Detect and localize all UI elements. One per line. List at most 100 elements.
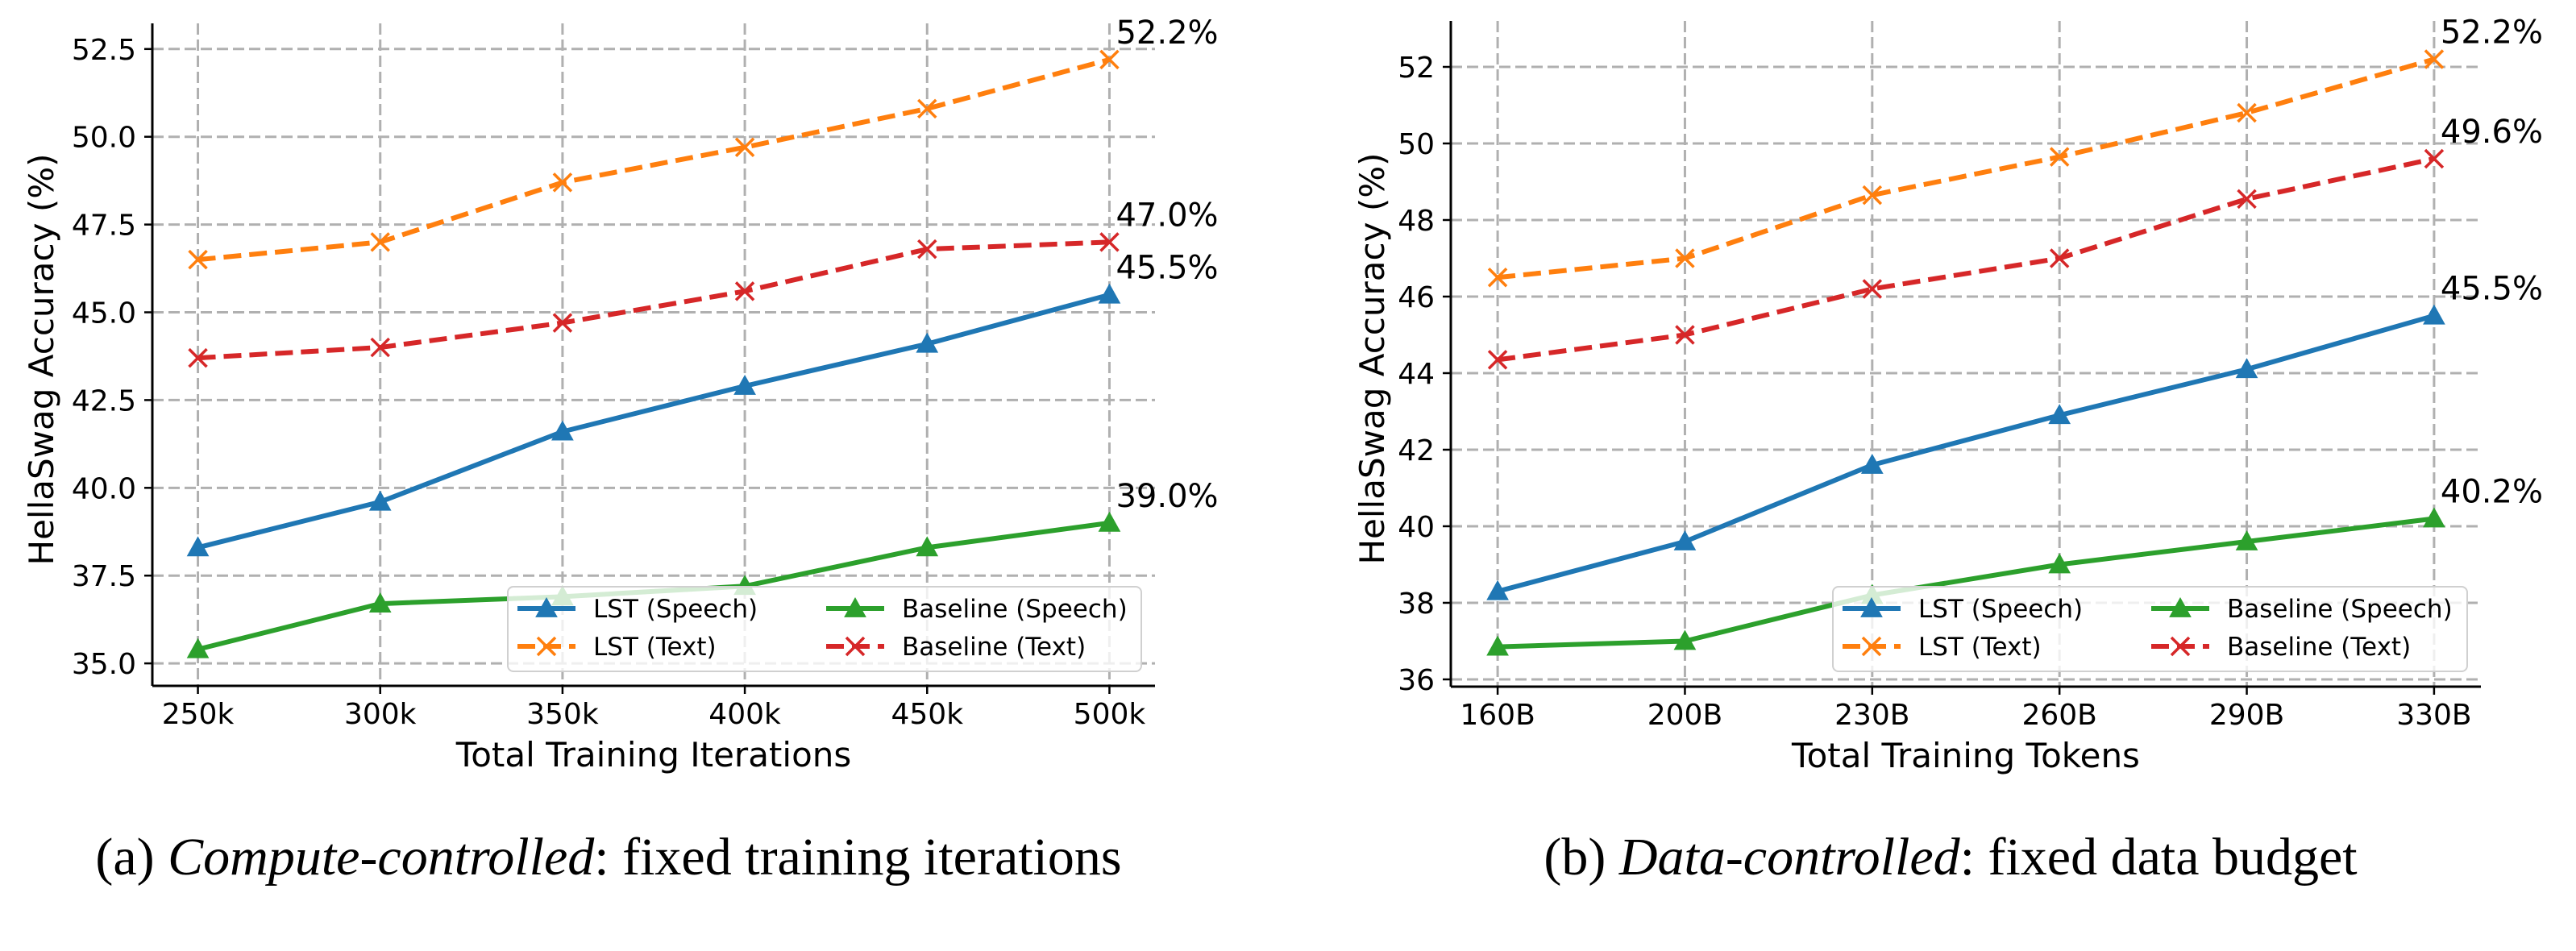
- data-point: [917, 98, 937, 119]
- legend-item-lst-speech: LST (Speech): [1843, 595, 2083, 624]
- grid: [152, 23, 1155, 686]
- marker-x-stroke: [2424, 148, 2445, 169]
- marker-x-stroke: [2049, 248, 2070, 268]
- marker-x-stroke: [2170, 636, 2191, 657]
- legend-marker-triangle-icon: [1860, 596, 1883, 617]
- data-point: [916, 536, 939, 557]
- caption-italic: Compute-controlled: [168, 828, 595, 887]
- caption-suffix: : fixed data budget: [1960, 828, 2358, 887]
- y-tick-label: 42: [1398, 434, 1435, 467]
- chart-compute-controlled: 45.5% 52.2% 39.0% 47.0% 35.0 37.5 40.0 42.5 45.0…: [22, 15, 1219, 887]
- data-point: [2237, 102, 2257, 123]
- legend-marker-triangle-icon: [535, 596, 558, 617]
- data-point: [1098, 283, 1121, 304]
- marker-x-stroke: [1862, 279, 1883, 299]
- marker-x-stroke: [734, 137, 755, 158]
- data-point: [2048, 404, 2071, 425]
- legend-label: Baseline (Text): [2227, 633, 2411, 662]
- data-point: [551, 420, 574, 441]
- marker-x-stroke: [552, 172, 573, 193]
- legend-item-lst-speech: LST (Speech): [517, 595, 758, 624]
- data-point: [1099, 232, 1120, 252]
- x-tick-label: 290B: [2209, 699, 2284, 732]
- series-lst-speech: 45.5%: [1486, 271, 2543, 600]
- caption-prefix: (a): [95, 828, 168, 887]
- y-tick-label: 35.0: [72, 648, 136, 681]
- series-lst-text: 52.2%: [188, 15, 1219, 270]
- data-point: [368, 592, 392, 613]
- y-tick-label: 52.5: [72, 34, 136, 67]
- data-point: [1099, 49, 1120, 70]
- legend-label: Baseline (Speech): [2227, 595, 2453, 624]
- marker-x-stroke: [2049, 147, 2070, 167]
- legend-label: Baseline (Text): [902, 633, 1086, 662]
- marker-x-stroke: [1675, 248, 1695, 268]
- legend-marker-x-icon: [845, 636, 866, 657]
- end-value-label: 45.5%: [2441, 271, 2543, 308]
- legend-marker-triangle-icon: [2169, 596, 2192, 617]
- end-value-label: 49.6%: [2441, 114, 2543, 151]
- series-line: [197, 239, 1110, 361]
- marker-x-stroke: [2424, 49, 2445, 69]
- data-point: [2049, 248, 2070, 268]
- y-tick-label: 47.5: [72, 210, 136, 243]
- end-value-label: 47.0%: [1116, 197, 1218, 234]
- x-tick-label: 450k: [891, 698, 963, 731]
- end-value-label: 52.2%: [2441, 14, 2543, 51]
- y-tick-label: 40: [1398, 511, 1435, 544]
- marker-x-stroke: [1861, 636, 1882, 657]
- x-tick-label: 160B: [1460, 699, 1535, 732]
- data-point: [1487, 350, 1508, 370]
- marker-x-stroke: [188, 347, 208, 368]
- y-tick-label: 37.5: [72, 560, 136, 593]
- marker-x-stroke: [2237, 189, 2257, 210]
- data-point: [1098, 511, 1121, 532]
- y-tick-label: 48: [1398, 205, 1435, 238]
- y-tick-label: 52: [1398, 52, 1435, 85]
- series-line: [197, 292, 1111, 550]
- legend-marker-x-icon: [1861, 636, 1882, 657]
- data-point: [1862, 279, 1883, 299]
- x-axis-label: Total Training Iterations: [455, 735, 852, 775]
- legend: LST (Speech) LST (Text) Baseline (Speech) B…: [507, 586, 1142, 672]
- marker-x-stroke: [1675, 325, 1695, 345]
- end-value-label: 45.5%: [1116, 250, 1218, 287]
- series-line: [1497, 156, 2435, 363]
- x-tick-label: 330B: [2396, 699, 2471, 732]
- data-point: [1673, 529, 1697, 550]
- series-line: [1497, 516, 2435, 650]
- x-tick-label: 250k: [162, 698, 235, 731]
- data-point: [2048, 553, 2071, 574]
- legend-box: [1832, 586, 2468, 672]
- data-point: [186, 637, 210, 658]
- marker-x-stroke: [917, 98, 937, 119]
- data-point: [917, 239, 937, 260]
- data-point: [733, 374, 756, 395]
- data-point: [734, 137, 755, 158]
- legend: LST (Speech) LST (Text) Baseline (Speech) B…: [1832, 586, 2468, 672]
- legend-item-lst-text: LST (Text): [1843, 633, 2042, 662]
- legend-label: Baseline (Speech): [902, 595, 1128, 624]
- chart-data-controlled: 45.5% 52.2% 40.2% 49.6% 36 38 40 42 44 46 48 50 52 16…: [1352, 14, 2543, 887]
- y-tick-label: 46: [1398, 281, 1435, 314]
- y-axis-label: HellaSwag Accuracy (%): [1352, 152, 1392, 564]
- data-point: [2049, 147, 2070, 167]
- marker-x-stroke: [188, 249, 208, 270]
- data-point: [1675, 248, 1695, 268]
- legend-item-baseline-text: Baseline (Text): [826, 633, 1086, 662]
- series-baseline-text: 47.0%: [188, 197, 1219, 368]
- legend-item-baseline-text: Baseline (Text): [2151, 633, 2411, 662]
- legend-label: LST (Text): [593, 633, 717, 662]
- x-axis-label: Total Training Tokens: [1791, 736, 2140, 775]
- data-point: [188, 347, 208, 368]
- data-point: [1675, 325, 1695, 345]
- marker-x-stroke: [917, 239, 937, 260]
- series-line: [1497, 313, 2435, 594]
- y-axis-label: HellaSwag Accuracy (%): [22, 153, 61, 565]
- marker-x-stroke: [370, 232, 390, 252]
- data-point: [2423, 304, 2445, 325]
- x-tick-label: 300k: [344, 698, 417, 731]
- y-tick-label: 38: [1398, 588, 1435, 621]
- legend-label: LST (Speech): [1918, 595, 2083, 624]
